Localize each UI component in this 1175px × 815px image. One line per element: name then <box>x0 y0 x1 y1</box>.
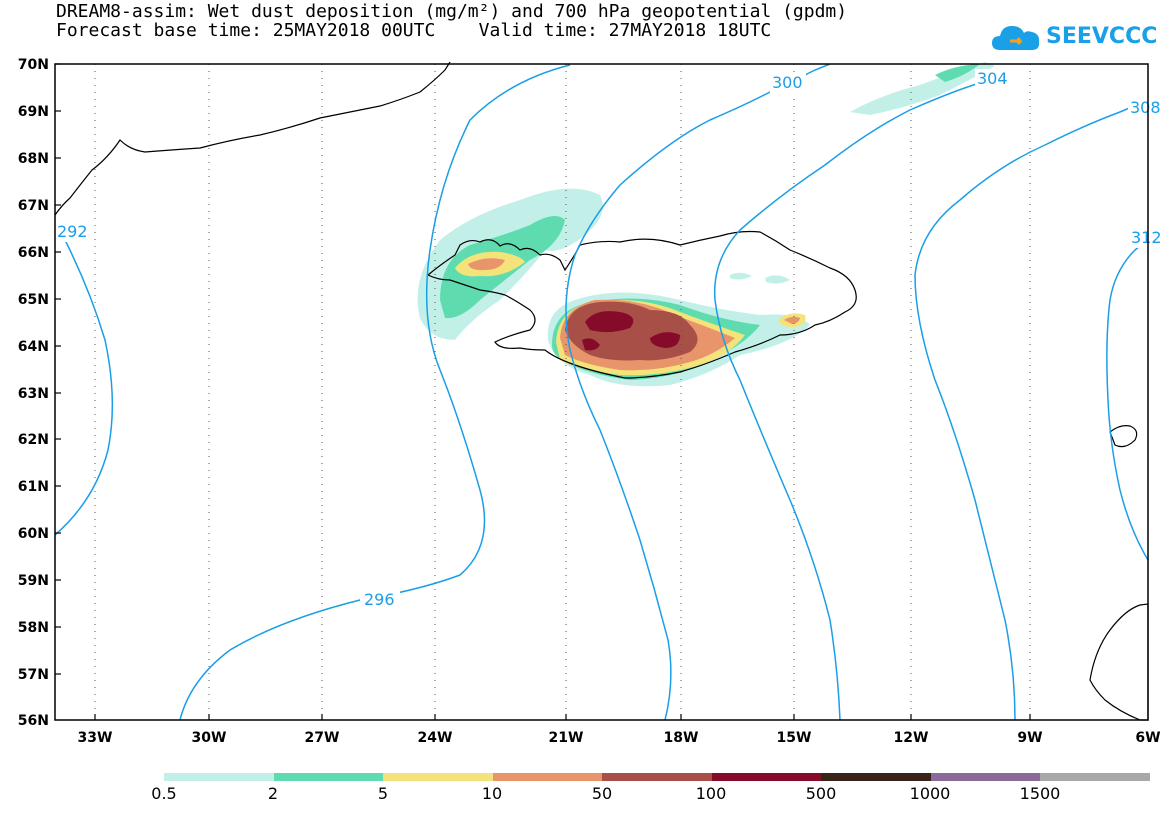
legend-swatch <box>164 773 274 781</box>
dust-area-east-light2 <box>765 275 790 284</box>
legend-swatch <box>821 773 931 781</box>
lon-label: 12W <box>894 730 929 746</box>
map-title: DREAM8-assim: Wet dust deposition (mg/m²… <box>56 1 848 22</box>
coastlines <box>54 61 1149 721</box>
legend-label: 1500 <box>1019 784 1061 803</box>
legend-label: 10 <box>481 784 503 803</box>
legend-swatch <box>383 773 493 781</box>
lat-label: 67N <box>18 198 49 214</box>
dust-area-north-green <box>935 64 980 82</box>
lon-label: 9W <box>1017 730 1042 746</box>
lon-label: 21W <box>549 730 584 746</box>
legend-swatch <box>602 773 712 781</box>
greenland-coastline <box>54 61 451 216</box>
legend-label: 500 <box>805 784 837 803</box>
lat-label: 64N <box>18 339 49 355</box>
lat-label: 62N <box>18 432 49 448</box>
lat-label: 57N <box>18 667 49 683</box>
contour-300 <box>565 63 831 721</box>
lon-label: 24W <box>418 730 453 746</box>
logo-text: SEEVCCC <box>1046 24 1158 49</box>
lat-label: 58N <box>18 620 49 636</box>
lat-label: 63N <box>18 386 49 402</box>
contour-label-304: 304 <box>977 69 1008 88</box>
faroe-coastline <box>1109 425 1138 448</box>
contour-292 <box>54 239 114 536</box>
lat-label: 56N <box>18 713 49 729</box>
lat-label: 60N <box>18 526 49 542</box>
lon-label: 15W <box>777 730 812 746</box>
dust-area-south-dark2 <box>650 332 680 348</box>
lat-label: 70N <box>18 57 49 73</box>
contour-label-300: 300 <box>772 73 803 92</box>
contour-304 <box>713 79 991 721</box>
contour-label-312: 312 <box>1131 228 1162 247</box>
longitude-labels: 33W 30W 27W 24W 21W 18W 15W 12W 9W 6W <box>78 730 1161 746</box>
map-subtitle: Forecast base time: 25MAY2018 00UTC Vali… <box>56 20 772 41</box>
lat-label: 61N <box>18 479 49 495</box>
latitude-labels: 70N 69N 68N 67N 66N 65N 64N 63N 62N 61N … <box>18 57 49 729</box>
legend-label: 100 <box>695 784 727 803</box>
scotland-coastline <box>1089 603 1149 721</box>
dust-area-east-ring <box>784 316 800 324</box>
contour-312 <box>1106 239 1149 561</box>
dust-deposition-fill <box>417 62 995 387</box>
lon-label: 30W <box>192 730 227 746</box>
tick-marks <box>55 63 1031 720</box>
dust-area-south-dark3 <box>582 338 600 351</box>
geopotential-contours <box>54 63 1149 721</box>
dust-area-south-dark <box>585 311 634 333</box>
contour-308 <box>914 99 1149 721</box>
contour-labels: 296 300 304 308 312 292 <box>56 69 1162 610</box>
lon-label: 27W <box>305 730 340 746</box>
contour-label-308: 308 <box>1130 98 1161 117</box>
lat-label: 68N <box>18 151 49 167</box>
legend-label: 2 <box>267 784 279 803</box>
dust-area-north <box>850 62 995 115</box>
legend-swatch <box>711 773 821 781</box>
iceland-coastline <box>426 230 857 379</box>
map-frame <box>54 63 1149 721</box>
legend-swatch <box>273 773 383 781</box>
dust-area-orange <box>468 258 505 271</box>
contour-296 <box>179 64 571 721</box>
contour-label-296: 296 <box>364 590 395 609</box>
lat-label: 65N <box>18 292 49 308</box>
legend-label: 0.5 <box>151 784 177 803</box>
lon-label: 6W <box>1135 730 1160 746</box>
dust-area-east-light <box>730 272 752 280</box>
legend-label: 50 <box>591 784 613 803</box>
contour-label-292: 292 <box>57 222 88 241</box>
legend-swatch <box>930 773 1040 781</box>
graticule <box>94 64 1031 720</box>
lat-label: 59N <box>18 573 49 589</box>
lat-label: 69N <box>18 104 49 120</box>
legend-label: 1000 <box>909 784 951 803</box>
legend-swatch <box>492 773 602 781</box>
lon-label: 33W <box>78 730 113 746</box>
legend-swatch <box>1040 773 1150 781</box>
lon-label: 18W <box>664 730 699 746</box>
lat-label: 66N <box>18 245 49 261</box>
legend-label: 5 <box>377 784 389 803</box>
seevccc-logo: SEEVCCC <box>990 18 1157 58</box>
cloud-icon <box>992 26 1040 50</box>
legend-colorbar <box>164 773 1150 781</box>
